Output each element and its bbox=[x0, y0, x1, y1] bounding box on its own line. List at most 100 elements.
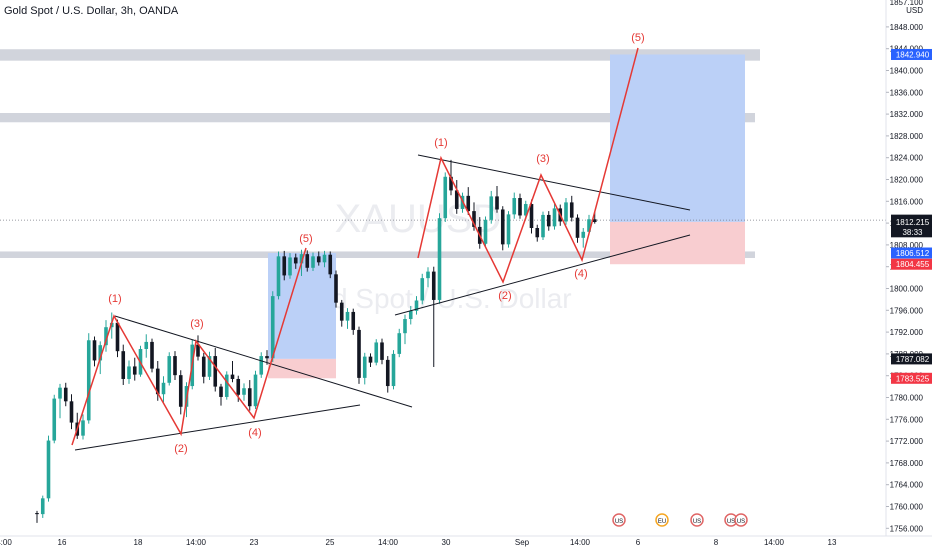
candle-body bbox=[495, 196, 499, 210]
candle-body bbox=[512, 198, 517, 215]
candle-body bbox=[535, 228, 540, 238]
triangle-lower-first bbox=[74, 404, 361, 451]
candle-body bbox=[529, 204, 534, 229]
candle-body bbox=[69, 401, 74, 423]
candle-body bbox=[293, 257, 298, 264]
wave-label: (1) bbox=[434, 137, 447, 149]
candle-body bbox=[92, 340, 97, 361]
symbol-title: Gold Spot / U.S. Dollar, 3h, OANDA bbox=[4, 5, 179, 17]
economic-event-icon[interactable]: US bbox=[734, 513, 748, 527]
triangle-lower-second bbox=[394, 234, 691, 316]
candle-body bbox=[316, 256, 321, 263]
price-tick-label: 1796.000 bbox=[890, 306, 924, 315]
long-position-second-stop bbox=[610, 221, 745, 265]
elliott-wave-paths: (1) (2) (3) (4) (5) (1) (2) (3) (4) (5) bbox=[71, 32, 645, 455]
economic-event-icon[interactable]: US bbox=[612, 513, 626, 527]
candle-body bbox=[322, 254, 327, 263]
economic-event-icon[interactable]: US bbox=[690, 513, 704, 527]
candle-body bbox=[52, 398, 57, 441]
wave-label: (4) bbox=[574, 268, 587, 280]
candle-body bbox=[397, 333, 402, 354]
time-label: 23 bbox=[250, 538, 259, 547]
wave-label: (4) bbox=[248, 427, 261, 439]
economic-event-icon[interactable]: EU bbox=[655, 513, 669, 527]
wave-label: (5) bbox=[299, 233, 312, 245]
candle-body bbox=[288, 257, 292, 276]
candle-body bbox=[466, 195, 471, 212]
svg-text:EU: EU bbox=[658, 519, 666, 525]
stop-price-tag-label: 1804.455 bbox=[896, 260, 930, 269]
stop-price-tag bbox=[891, 258, 932, 270]
wave-label: (2) bbox=[498, 290, 511, 302]
candle-body bbox=[299, 254, 304, 264]
candle-body bbox=[270, 296, 275, 359]
prior-stop-tag bbox=[891, 372, 932, 384]
price-tick-label: 1792.000 bbox=[890, 328, 924, 337]
candle-body bbox=[132, 366, 137, 375]
candle-body bbox=[334, 274, 338, 303]
long-position-first-stop bbox=[268, 358, 336, 379]
candle-body bbox=[454, 190, 459, 209]
candle-body bbox=[236, 378, 241, 395]
resistance-zone-upper bbox=[0, 49, 760, 61]
triangle-upper-second bbox=[417, 154, 691, 211]
time-label: 14:00 bbox=[186, 538, 207, 547]
wave-label: (3) bbox=[536, 153, 549, 165]
price-tick-label: 1808.000 bbox=[890, 241, 924, 250]
candle-body bbox=[282, 256, 287, 276]
candle-body bbox=[472, 211, 476, 227]
price-tick-label: 1832.000 bbox=[890, 110, 924, 119]
candle-body bbox=[86, 340, 91, 421]
prior-stop-tag-label: 1783.525 bbox=[896, 374, 930, 383]
candle-body bbox=[581, 231, 586, 238]
candle-body bbox=[115, 322, 120, 352]
time-label: 14:00 bbox=[378, 538, 399, 547]
price-tick-label: 1780.000 bbox=[890, 394, 924, 403]
economic-event-icon[interactable]: US bbox=[724, 513, 738, 527]
price-axis-partial: 1857.100 bbox=[890, 0, 924, 7]
price-tick-label: 1816.000 bbox=[890, 197, 924, 206]
candle-body bbox=[374, 342, 379, 363]
candle-body bbox=[368, 356, 373, 363]
position-boxes bbox=[268, 54, 745, 379]
candle-body bbox=[167, 356, 172, 383]
candle-body bbox=[385, 359, 390, 387]
candle-body bbox=[500, 209, 505, 245]
candle-body bbox=[575, 217, 580, 238]
target-price-tag bbox=[891, 48, 932, 60]
candle-body bbox=[328, 254, 333, 275]
entry-price-tag bbox=[891, 247, 932, 259]
candle-body bbox=[242, 388, 246, 395]
svg-text:US: US bbox=[737, 519, 745, 525]
time-label: 6 bbox=[636, 538, 641, 547]
candle-body bbox=[259, 356, 264, 375]
candle-body bbox=[121, 351, 126, 379]
candle-body bbox=[391, 353, 396, 387]
wave-label: (5) bbox=[631, 32, 644, 44]
prior-target-tag-label: 1787.082 bbox=[896, 355, 930, 364]
time-label: 18 bbox=[134, 538, 143, 547]
price-tick-label: 1800.000 bbox=[890, 285, 924, 294]
candle-body bbox=[380, 342, 384, 360]
countdown-tag bbox=[891, 226, 932, 238]
time-label: 14:00 bbox=[764, 538, 785, 547]
price-tick-label: 1772.000 bbox=[890, 437, 924, 446]
time-axis[interactable]: 4:00 16 18 14:00 23 25 14:00 30 Sep 14:00 6 8 14:00 1… bbox=[0, 535, 932, 547]
wave-label: (3) bbox=[190, 318, 203, 330]
candle-body bbox=[63, 387, 68, 402]
candle-body bbox=[414, 300, 419, 311]
candle-body bbox=[305, 254, 310, 268]
candle-body bbox=[265, 356, 269, 359]
candle-body bbox=[311, 256, 315, 268]
candle-body bbox=[150, 341, 154, 369]
price-tags: 1842.9401812.5441812.21538:331806.512180… bbox=[891, 48, 932, 384]
candle-body bbox=[224, 374, 229, 397]
price-tick-label: 1768.000 bbox=[890, 459, 924, 468]
wave-label: (2) bbox=[174, 443, 187, 455]
candle-body bbox=[518, 198, 522, 216]
countdown-tag-label: 38:33 bbox=[902, 228, 923, 237]
candle-body bbox=[357, 329, 361, 378]
candle-body bbox=[403, 319, 407, 334]
